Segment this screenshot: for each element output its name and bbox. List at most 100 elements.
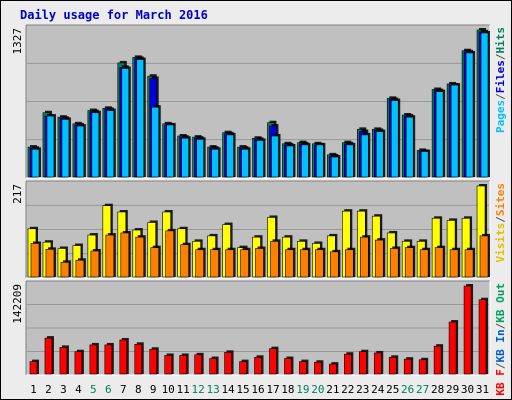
sites-bar: [225, 249, 234, 278]
day-label: 22: [341, 383, 354, 396]
kbf-bar: [164, 355, 173, 375]
sites-bar: [105, 234, 115, 278]
day-label: 15: [236, 383, 249, 396]
day-label: 23: [356, 383, 369, 396]
sites-bar: [60, 262, 70, 278]
sites-bar: [30, 243, 40, 278]
bot-legend-item: KB F: [494, 369, 507, 396]
pages-bar: [286, 145, 294, 178]
pages-bar: [211, 149, 219, 178]
pages-bar: [271, 135, 279, 178]
sites-bar: [374, 239, 384, 278]
kbf-bar: [254, 356, 262, 375]
pages-bar: [226, 134, 234, 178]
top-legend-item: /: [494, 93, 507, 100]
pages-bar: [390, 100, 399, 178]
sites-bar: [240, 249, 249, 278]
day-label: 21: [326, 383, 339, 396]
kbf-bar: [284, 358, 292, 375]
kbf-bar: [194, 354, 202, 375]
day-label: 29: [446, 383, 459, 396]
day-label: 3: [60, 383, 67, 396]
pages-bar: [166, 124, 175, 178]
pages-bar: [316, 144, 324, 178]
sites-bar: [359, 236, 369, 278]
kbf-bar: [74, 351, 83, 375]
kbf-bar: [134, 343, 143, 375]
day-label: 11: [177, 383, 190, 396]
sites-bar: [345, 249, 354, 278]
sites-bar: [330, 251, 339, 278]
pages-bar: [480, 32, 489, 178]
day-label: 16: [251, 383, 264, 396]
pages-bar: [360, 134, 369, 178]
day-label: 31: [476, 383, 489, 396]
pages-bar: [196, 139, 204, 178]
top-legend-item: /: [494, 53, 507, 60]
bot-legend-item: /: [494, 322, 507, 329]
sites-bar: [449, 249, 459, 278]
kbf-bar: [344, 353, 352, 375]
pages-bar: [106, 110, 115, 178]
kbf-bar: [239, 361, 247, 375]
bot-legend-item: /: [494, 362, 507, 369]
top-legend: Pages/Files/Hits: [494, 27, 507, 133]
pages-bar: [435, 91, 444, 178]
kbf-bar: [388, 356, 397, 375]
day-label: 27: [416, 383, 429, 396]
kbf-bar: [448, 321, 457, 375]
kbf-bar: [463, 285, 472, 375]
kbf-bar: [418, 359, 427, 375]
sites-bar: [479, 235, 489, 278]
sites-bar: [120, 232, 130, 278]
pages-bar: [61, 119, 70, 178]
pages-bar: [346, 144, 354, 178]
day-label: 14: [221, 383, 235, 396]
kbf-bar: [104, 344, 113, 375]
sites-bar: [300, 249, 309, 278]
pages-bar: [375, 131, 384, 178]
bot-max-label: 142209: [11, 284, 24, 324]
kbf-bar: [403, 358, 412, 375]
pages-bar: [91, 112, 100, 178]
sites-bar: [165, 230, 175, 278]
sites-bar: [315, 249, 324, 278]
day-label: 18: [281, 383, 294, 396]
kbf-bar: [179, 355, 187, 375]
mid-legend-item: /: [494, 216, 507, 223]
day-label: 8: [135, 383, 142, 396]
kbf-bar: [299, 361, 307, 375]
top-legend-item: Hits: [494, 27, 507, 54]
pages-bar: [405, 116, 414, 178]
sites-bar: [434, 247, 444, 278]
kbf-bar: [149, 348, 158, 375]
day-label: 2: [45, 383, 52, 396]
bot-legend-item: KB Out: [494, 283, 507, 323]
top-max-label: 1327: [11, 28, 24, 55]
kbf-bar: [224, 352, 232, 375]
mid-max-label: 217: [11, 184, 24, 204]
pages-bar: [136, 59, 145, 178]
sites-bar: [270, 241, 279, 278]
kbf-bar: [478, 299, 487, 375]
kbf-bar: [358, 351, 367, 375]
kbf-bar: [119, 339, 128, 375]
day-label: 13: [206, 383, 219, 396]
day-label: 30: [461, 383, 474, 396]
day-label: 25: [386, 383, 399, 396]
kbf-bar: [269, 348, 277, 375]
pages-bar: [331, 156, 339, 178]
pages-bar: [181, 137, 189, 178]
bot-legend: KB F/KB In/KB Out: [494, 283, 507, 396]
top-legend-item: Files: [494, 60, 507, 93]
day-label: 17: [266, 383, 279, 396]
sites-bar: [135, 236, 145, 278]
sites-bar: [195, 249, 204, 278]
mid-legend: Visits/Sites: [494, 183, 507, 263]
kbf-bar: [59, 347, 68, 375]
kbf-bar: [89, 344, 98, 375]
top-legend-item: Pages: [494, 100, 507, 133]
pages-bar: [46, 115, 55, 178]
day-label: 10: [162, 383, 175, 396]
day-label: 24: [371, 383, 385, 396]
